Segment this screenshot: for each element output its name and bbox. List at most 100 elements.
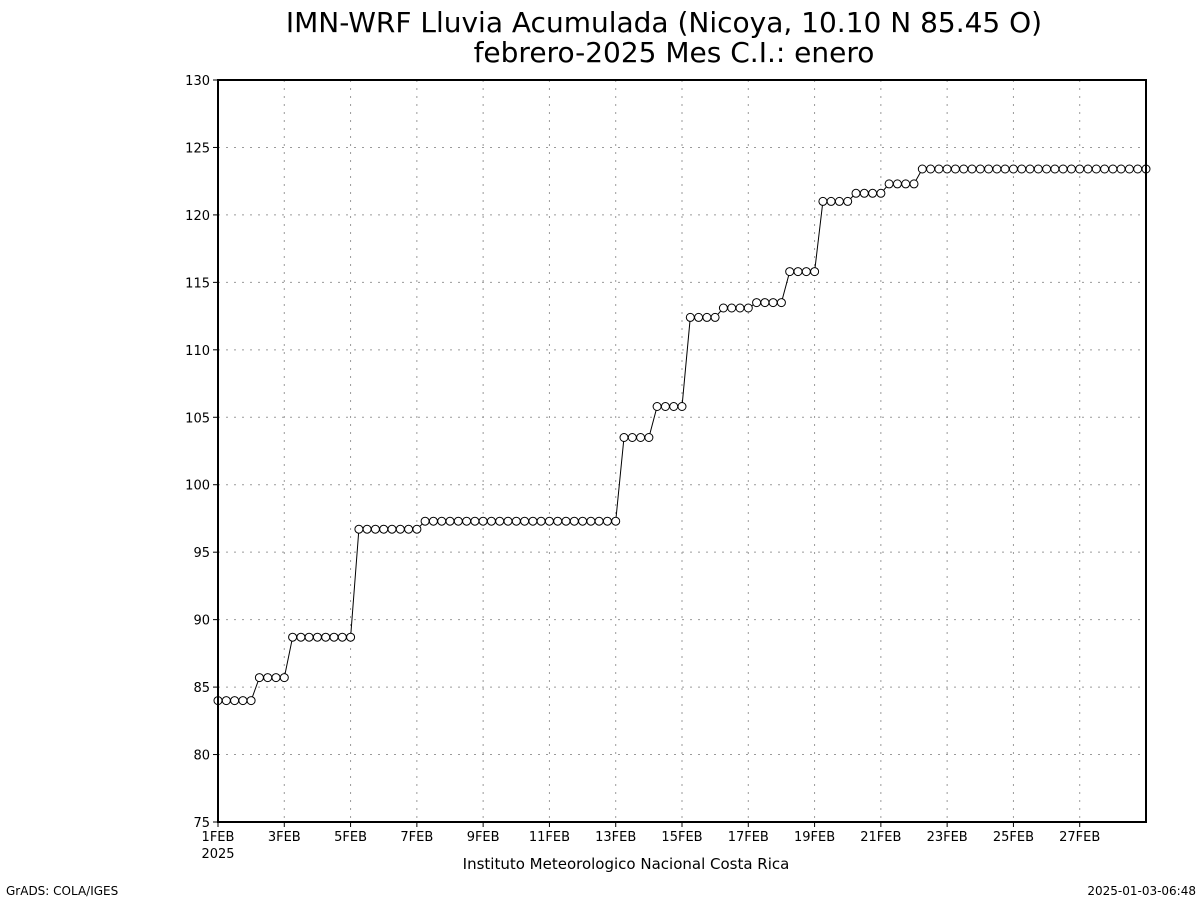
data-point <box>843 196 853 206</box>
data-point <box>1017 164 1027 174</box>
data-point <box>462 516 472 526</box>
data-point <box>810 267 820 277</box>
data-point <box>917 164 927 174</box>
x-tick-label: 7FEB <box>400 830 433 845</box>
data-point <box>337 632 347 642</box>
x-tick-label: 3FEB <box>268 830 301 845</box>
data-point <box>304 632 314 642</box>
y-tick-label: 95 <box>193 546 210 561</box>
data-point <box>1091 164 1101 174</box>
data-point <box>926 164 936 174</box>
data-point <box>718 303 728 313</box>
data-point <box>694 312 704 322</box>
y-tick-label: 105 <box>185 411 210 426</box>
data-point <box>362 524 372 534</box>
data-point <box>1108 164 1118 174</box>
data-point <box>370 524 380 534</box>
data-point <box>752 298 762 308</box>
footer-right: 2025-01-03-06:48 <box>1087 884 1196 898</box>
data-point <box>834 196 844 206</box>
data-point <box>967 164 977 174</box>
data-point <box>536 516 546 526</box>
data-point <box>685 312 695 322</box>
x-tick-label: 17FEB <box>728 830 769 845</box>
plot-frame <box>217 79 1147 823</box>
data-point <box>544 516 554 526</box>
data-point <box>1116 164 1126 174</box>
x-tick-label: 1FEB <box>202 830 235 845</box>
data-point <box>1100 164 1110 174</box>
data-point <box>818 196 828 206</box>
y-tick-label: 80 <box>193 749 210 764</box>
y-tick-label: 85 <box>193 681 210 696</box>
data-point <box>263 673 273 683</box>
data-point <box>868 188 878 198</box>
data-point <box>1050 164 1060 174</box>
y-tick-label: 100 <box>185 479 210 494</box>
data-point <box>934 164 944 174</box>
y-tick-label: 120 <box>185 209 210 224</box>
data-point <box>627 433 637 442</box>
credit-text: Instituto Meteorologico Nacional Costa R… <box>463 855 790 873</box>
data-point <box>776 298 786 308</box>
x-tick-label: 13FEB <box>595 830 636 845</box>
data-point <box>387 524 397 534</box>
data-point <box>884 179 894 189</box>
y-tick-label: 130 <box>185 74 210 89</box>
data-point <box>586 516 596 526</box>
data-point <box>495 516 505 526</box>
data-point <box>793 267 803 277</box>
data-point <box>710 312 720 322</box>
data-point <box>346 632 356 642</box>
data-point <box>901 179 911 189</box>
data-point <box>329 632 339 642</box>
data-point <box>437 516 447 526</box>
data-point <box>942 164 952 174</box>
x-tick-label: 9FEB <box>467 830 500 845</box>
data-point <box>395 524 405 534</box>
data-point <box>992 164 1002 174</box>
data-point <box>1000 164 1010 174</box>
data-point <box>511 516 521 526</box>
data-point <box>768 298 778 308</box>
data-point <box>561 516 571 526</box>
data-point <box>785 267 795 277</box>
data-point <box>619 433 629 442</box>
x-tick-label: 5FEB <box>334 830 367 845</box>
data-point <box>594 516 604 526</box>
data-point <box>1058 164 1068 174</box>
footer-left: GrADS: COLA/IGES <box>6 884 118 898</box>
data-point <box>420 516 430 526</box>
data-point <box>959 164 969 174</box>
data-point <box>404 524 414 534</box>
data-point <box>221 696 231 706</box>
data-point <box>578 516 588 526</box>
data-point <box>735 303 745 313</box>
series-layer <box>213 164 1151 706</box>
data-point <box>569 516 579 526</box>
data-point <box>602 516 612 526</box>
data-point <box>975 164 985 174</box>
data-point <box>644 433 654 442</box>
data-point <box>826 196 836 206</box>
data-point <box>743 303 753 313</box>
x-tick-label: 19FEB <box>794 830 835 845</box>
data-point <box>801 267 811 277</box>
data-point <box>279 673 289 683</box>
data-point <box>271 673 281 683</box>
data-point <box>520 516 530 526</box>
data-point <box>727 303 737 313</box>
x-axis-ticks: 1FEB 3FEB 5FEB 7FEB 9FEB 11FEB 13FEB 15FEB 17FEB… <box>202 822 1100 845</box>
data-point <box>892 179 902 189</box>
y-tick-label: 115 <box>185 276 210 291</box>
y-axis-ticks: 75 80 85 90 95 100 105 110 115 120 125 130 <box>185 74 218 831</box>
data-point <box>851 188 861 198</box>
data-point <box>528 516 538 526</box>
y-tick-label: 110 <box>185 344 210 359</box>
data-point <box>412 524 422 534</box>
data-point <box>470 516 480 526</box>
data-point <box>296 632 306 642</box>
data-point <box>950 164 960 174</box>
data-point <box>1025 164 1035 174</box>
